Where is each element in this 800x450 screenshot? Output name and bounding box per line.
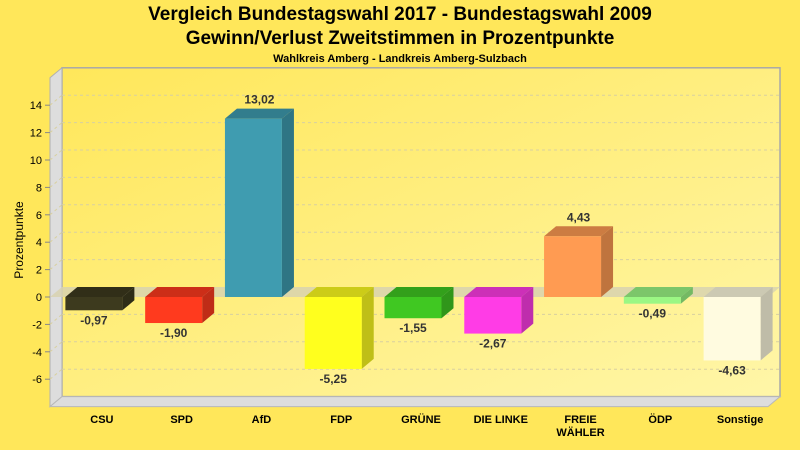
- y-tick-label: 14: [30, 100, 42, 112]
- bar-side: [601, 226, 614, 297]
- bar: [703, 297, 761, 361]
- x-tick-label: ÖDP: [648, 413, 672, 426]
- x-tick-label: AfD: [252, 414, 272, 426]
- chart-subtitle: Gewinn/Verlust Zweitstimmen in Prozentpu…: [185, 28, 615, 49]
- data-label: -0,49: [639, 307, 667, 321]
- y-tick-label: 0: [36, 292, 42, 304]
- bar: [544, 236, 602, 297]
- x-tick-label: CSU: [90, 414, 113, 426]
- data-label: -1,55: [399, 321, 427, 335]
- x-tick-label: Sonstige: [717, 414, 763, 426]
- y-tick-label: -4: [32, 347, 42, 359]
- y-tick-label: 4: [36, 237, 42, 249]
- bar: [464, 297, 522, 334]
- gridline-depth: [49, 149, 63, 161]
- data-label: 13,02: [244, 93, 274, 107]
- x-tick-label: WÄHLER: [556, 426, 604, 439]
- data-label: -2,67: [479, 337, 507, 351]
- chart-title: Vergleich Bundestagswahl 2017 - Bundesta…: [148, 4, 652, 25]
- bar-top: [703, 287, 773, 297]
- gridline-depth: [49, 368, 63, 380]
- bar-top: [544, 226, 614, 237]
- bar-top: [145, 287, 215, 297]
- bar-top: [623, 287, 693, 297]
- gridline-depth: [49, 341, 63, 353]
- y-tick-label: 6: [36, 210, 42, 222]
- bar-side: [760, 287, 773, 361]
- bar-side: [281, 108, 294, 297]
- bar-side: [122, 287, 135, 311]
- gridline-depth: [49, 204, 63, 216]
- bar-side: [202, 287, 215, 324]
- gridline-depth: [49, 94, 63, 106]
- gridline-depth: [49, 314, 63, 325]
- bar-top: [224, 108, 294, 119]
- bar-side: [361, 287, 374, 369]
- gridline-depth: [49, 231, 63, 243]
- data-label: -4,63: [718, 363, 746, 377]
- bar-top: [304, 287, 374, 297]
- y-tick-label: 10: [30, 155, 42, 167]
- data-label: -1,90: [160, 326, 188, 340]
- y-tick-label: 12: [30, 128, 42, 140]
- floor: [48, 396, 782, 408]
- y-axis-label: Prozentpunkte: [12, 201, 26, 279]
- data-label: -5,25: [320, 372, 348, 386]
- bar-side: [521, 287, 534, 334]
- bar: [384, 297, 442, 319]
- bar: [145, 297, 203, 324]
- data-label: 4,43: [567, 210, 591, 224]
- bar: [304, 297, 362, 369]
- gridline-depth: [49, 177, 63, 188]
- x-tick-label: GRÜNE: [401, 413, 441, 426]
- y-tick-label: -6: [32, 374, 42, 386]
- bar: [623, 297, 681, 304]
- x-tick-label: SPD: [170, 414, 193, 426]
- bar-side: [680, 287, 693, 304]
- y-tick-label: 2: [36, 265, 42, 277]
- gridline-depth: [49, 122, 63, 133]
- y-tick-label: 8: [36, 182, 42, 194]
- data-label: -0,97: [80, 313, 108, 327]
- x-tick-label: DIE LINKE: [474, 414, 528, 426]
- bar-top: [384, 287, 454, 297]
- bar-top: [464, 287, 534, 297]
- gridline-depth: [49, 259, 63, 270]
- bar: [65, 297, 123, 311]
- x-tick-label: FDP: [330, 414, 352, 426]
- bar-side: [441, 287, 454, 319]
- x-tick-label: FREIE: [564, 414, 596, 426]
- y-tick-label: -2: [32, 319, 42, 331]
- chart-subsubtitle: Wahlkreis Amberg - Landkreis Amberg-Sulz…: [273, 53, 527, 65]
- bar-top: [65, 287, 135, 297]
- back-wall: [61, 67, 781, 398]
- bar: [224, 118, 282, 297]
